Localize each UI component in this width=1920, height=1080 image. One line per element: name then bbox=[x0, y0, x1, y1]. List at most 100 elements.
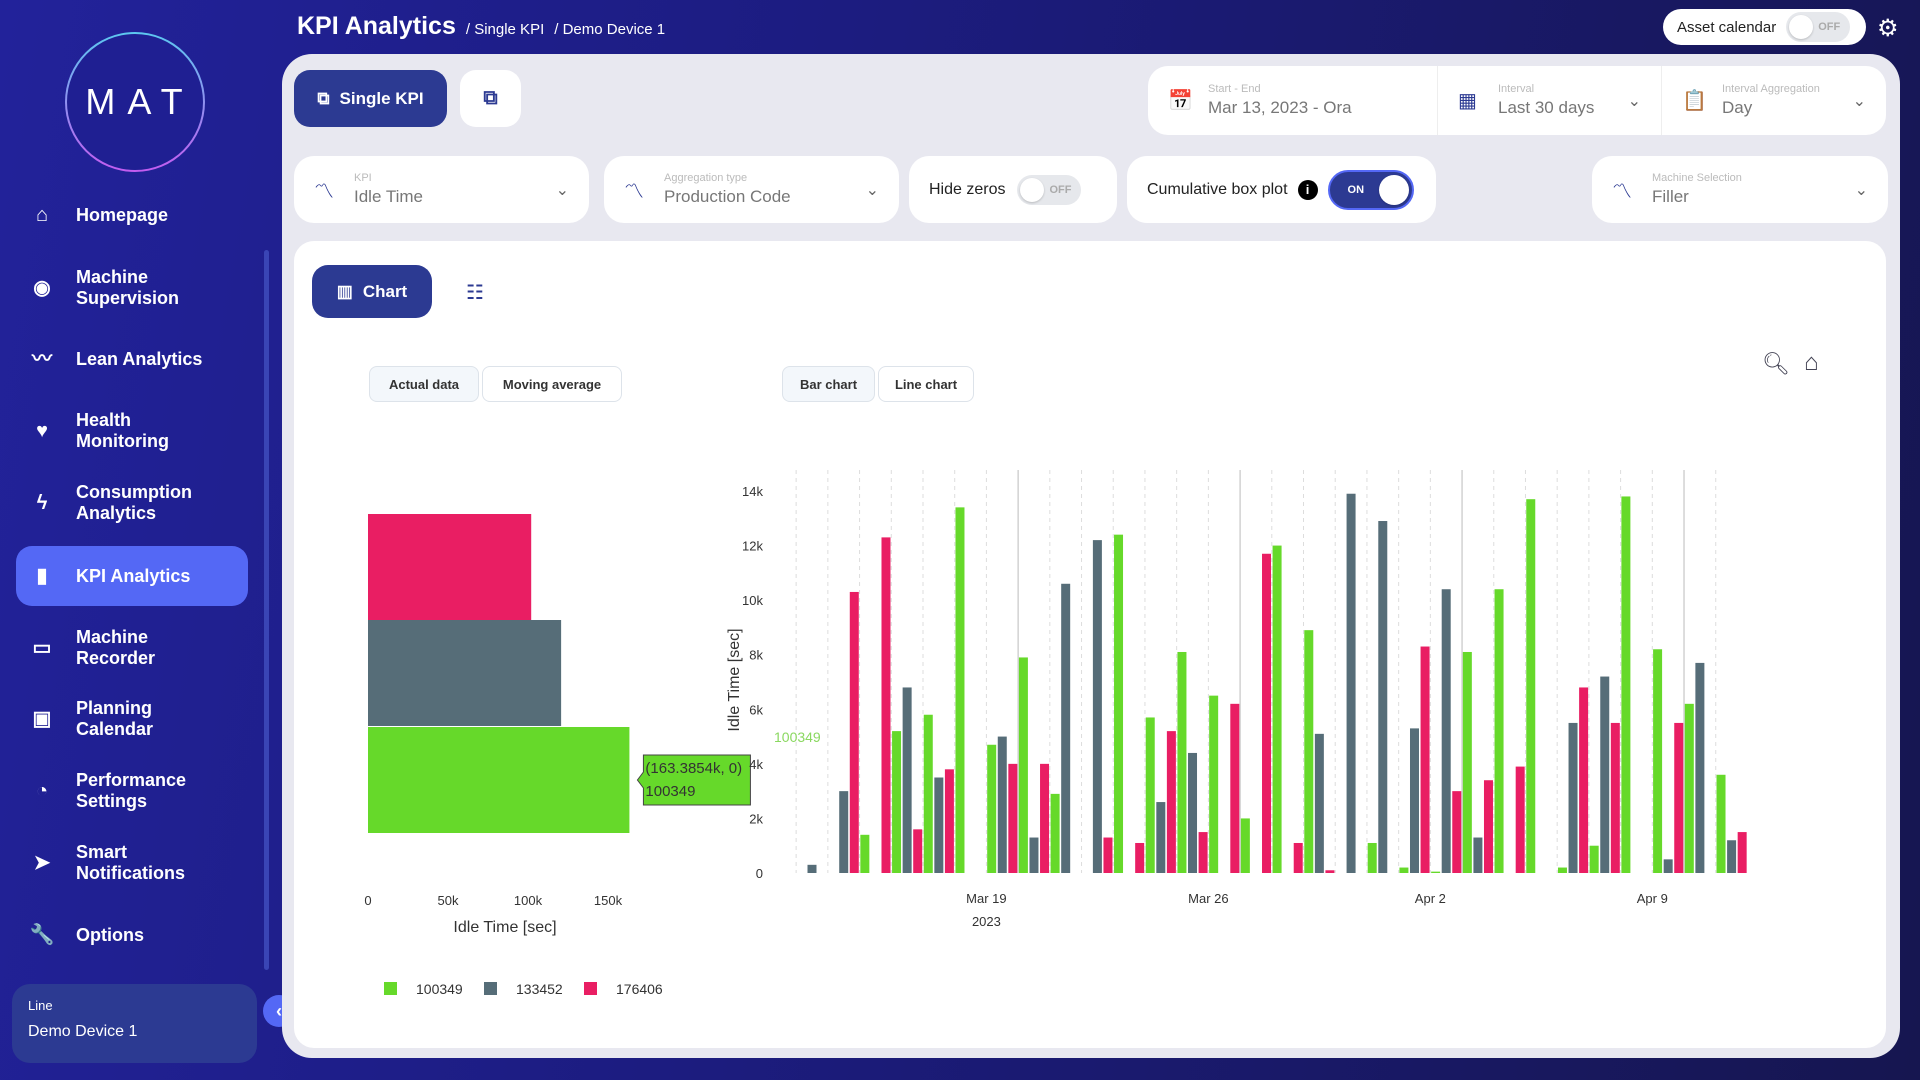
line-label: Line bbox=[28, 998, 53, 1013]
eye-icon: ◉ bbox=[33, 276, 51, 299]
bar-133452-Apr-7 bbox=[1600, 676, 1610, 873]
bar-176406-Mar-22 bbox=[1103, 837, 1113, 873]
bar-176406-Mar-29 bbox=[1325, 870, 1335, 873]
sidebar-item-smart-notifications[interactable]: ➤ Smart Notifications bbox=[16, 842, 248, 884]
sidebar-item-machine-recorder[interactable]: ▭ Machine Recorder bbox=[16, 627, 248, 669]
field-label: Interval Aggregation bbox=[1722, 83, 1820, 95]
bar-133452-Apr-2 bbox=[1441, 589, 1451, 873]
asset-calendar-toggle[interactable]: OFF bbox=[1786, 12, 1851, 42]
sidebar-item-homepage[interactable]: ⌂ Homepage bbox=[16, 194, 248, 236]
aggregation-type-select[interactable]: 〽 Aggregation type Production Code ⌄ bbox=[604, 156, 899, 223]
x-tick-label: Mar 26 bbox=[1188, 891, 1228, 906]
sidebar-item-options[interactable]: 🔧 Options bbox=[16, 914, 248, 956]
bar-100349-Mar-18 bbox=[955, 507, 965, 873]
hide-zeros-label: Hide zeros bbox=[929, 180, 1006, 198]
stopwatch-icon: ◔ bbox=[35, 779, 49, 802]
bar-100349-Mar-27 bbox=[1240, 818, 1250, 873]
bar-176406-Apr-7 bbox=[1610, 722, 1620, 873]
home-reset-icon[interactable]: ⌂ bbox=[1804, 349, 1819, 376]
sidebar-item-machine-supervision[interactable]: ◉ Machine Supervision bbox=[16, 267, 248, 309]
field-value: Mar 13, 2023 - Ora bbox=[1208, 98, 1352, 117]
bar-100349-Mar-24 bbox=[1145, 717, 1155, 873]
line-selector[interactable]: Line Demo Device 1 bbox=[12, 984, 257, 1063]
kpi-select[interactable]: 〽 KPI Idle Time ⌄ bbox=[294, 156, 589, 223]
hide-zeros-toggle[interactable]: OFF bbox=[1017, 174, 1082, 205]
sidebar-item-label: Machine Recorder bbox=[76, 627, 156, 668]
sidebar-item-label: Lean Analytics bbox=[76, 348, 203, 369]
legend-label: 176406 bbox=[616, 981, 663, 997]
bar-100349-Mar-19 bbox=[987, 744, 997, 873]
line-chart-button[interactable]: Line chart bbox=[878, 366, 974, 402]
bar-133452-Apr-1 bbox=[1409, 728, 1419, 873]
bar-chart-button[interactable]: Bar chart bbox=[782, 366, 875, 402]
sidebar-item-label: Consumption Analytics bbox=[76, 482, 192, 523]
start-end-field[interactable]: 📅 Start - End Mar 13, 2023 - Ora bbox=[1148, 66, 1438, 135]
sidebar-item-health-monitoring[interactable]: ♥ Health Monitoring bbox=[16, 410, 248, 452]
sidebar-item-consumption-analytics[interactable]: ϟ Consumption Analytics bbox=[16, 482, 248, 524]
bar-100349-Mar-21 bbox=[1050, 793, 1060, 873]
sidebar-item-performance-settings[interactable]: ◔ Performance Settings bbox=[16, 770, 248, 812]
single-kpi-button[interactable]: ⧉ Single KPI bbox=[294, 70, 447, 127]
sidebar-item-planning-calendar[interactable]: ▣ Planning Calendar bbox=[16, 698, 248, 740]
calendar-check-icon: 📅 bbox=[1168, 90, 1193, 112]
legend-swatch bbox=[584, 982, 597, 995]
actual-data-button[interactable]: Actual data bbox=[369, 366, 479, 402]
bar-133452-Apr-6 bbox=[1568, 722, 1578, 873]
date-controls: 📅 Start - End Mar 13, 2023 - Ora ▦ Interval… bbox=[1148, 66, 1886, 135]
bar-176406-Mar-15 bbox=[881, 537, 891, 873]
cumulative-bar-100349 bbox=[368, 727, 630, 833]
trend-icon: 〰 bbox=[32, 347, 52, 370]
cumulative-label: Cumulative box plot bbox=[1147, 180, 1288, 198]
bar-100349-Mar-26 bbox=[1209, 695, 1219, 873]
bar-100349-Mar-25 bbox=[1177, 651, 1187, 873]
heart-pulse-icon: ♥ bbox=[36, 419, 48, 442]
bar-176406-Apr-9 bbox=[1674, 722, 1684, 873]
sidebar-scrollbar[interactable] bbox=[264, 250, 269, 970]
bar-133452-Mar-21 bbox=[1061, 583, 1071, 873]
interval-aggregation-select[interactable]: 📋 Interval Aggregation Day ⌄ bbox=[1662, 66, 1886, 135]
field-label: Aggregation type bbox=[664, 172, 748, 184]
chart-tab-label: Chart bbox=[362, 281, 408, 301]
clipboard-icon: 📋 bbox=[1682, 90, 1707, 112]
bar-133452-Mar-31 bbox=[1378, 521, 1388, 873]
moving-average-button[interactable]: Moving average bbox=[482, 366, 622, 402]
machine-select[interactable]: 〽 Machine Selection Filler ⌄ bbox=[1592, 156, 1888, 223]
bar-133452-Mar-14 bbox=[839, 791, 849, 873]
chart-view-tab[interactable]: ▥ Chart bbox=[312, 265, 432, 318]
x-tick-label: 150k bbox=[594, 893, 623, 908]
multi-kpi-button[interactable]: ⧉ bbox=[460, 70, 521, 127]
field-value: Day bbox=[1722, 98, 1753, 117]
gear-icon[interactable]: ⚙ bbox=[1877, 15, 1899, 42]
bar-176406-Mar-17 bbox=[944, 769, 954, 873]
sidebar-item-kpi-analytics[interactable]: ▮ KPI Analytics bbox=[16, 546, 248, 606]
home-icon: ⌂ bbox=[35, 203, 49, 226]
table-view-icon[interactable]: ☷ bbox=[466, 282, 484, 304]
y-tick-label: 0 bbox=[756, 866, 763, 881]
zoom-icon[interactable]: 🔍︎ bbox=[1762, 351, 1790, 376]
breadcrumb-item[interactable]: / Demo Device 1 bbox=[554, 21, 666, 38]
cumulative-toggle[interactable]: ON bbox=[1327, 169, 1414, 210]
recorder-icon: ▭ bbox=[32, 636, 52, 659]
info-icon[interactable]: i bbox=[1297, 179, 1318, 200]
bar-176406-Mar-27 bbox=[1262, 553, 1272, 873]
sidebar-item-label: Smart Notifications bbox=[76, 842, 186, 883]
bar-100349-Mar-29 bbox=[1304, 630, 1314, 873]
bar-133452-Mar-13 bbox=[807, 864, 817, 873]
sidebar-item-label: Performance Settings bbox=[76, 770, 187, 811]
bar-176406-Mar-28 bbox=[1293, 842, 1303, 873]
breadcrumb-item[interactable]: / Single KPI bbox=[465, 21, 545, 38]
logo: MAT bbox=[65, 32, 205, 172]
chevron-down-icon: ⌄ bbox=[865, 181, 879, 199]
bar-176406-Mar-25 bbox=[1198, 832, 1208, 873]
cumulative-bar-133452 bbox=[368, 620, 562, 726]
toggle-state: OFF bbox=[1049, 183, 1072, 196]
sidebar-item-label: Options bbox=[76, 924, 144, 945]
trend-icon: 〽 bbox=[314, 181, 334, 203]
sidebar-item-lean-analytics[interactable]: 〰 Lean Analytics bbox=[16, 338, 248, 380]
interval-select[interactable]: ▦ Interval Last 30 days ⌄ bbox=[1438, 66, 1662, 135]
bar-133452-Apr-11 bbox=[1727, 840, 1737, 873]
bar-133452-Mar-16 bbox=[902, 687, 912, 873]
trend-icon: 〽 bbox=[1612, 181, 1632, 203]
y-tick-label: 8k bbox=[749, 648, 763, 663]
